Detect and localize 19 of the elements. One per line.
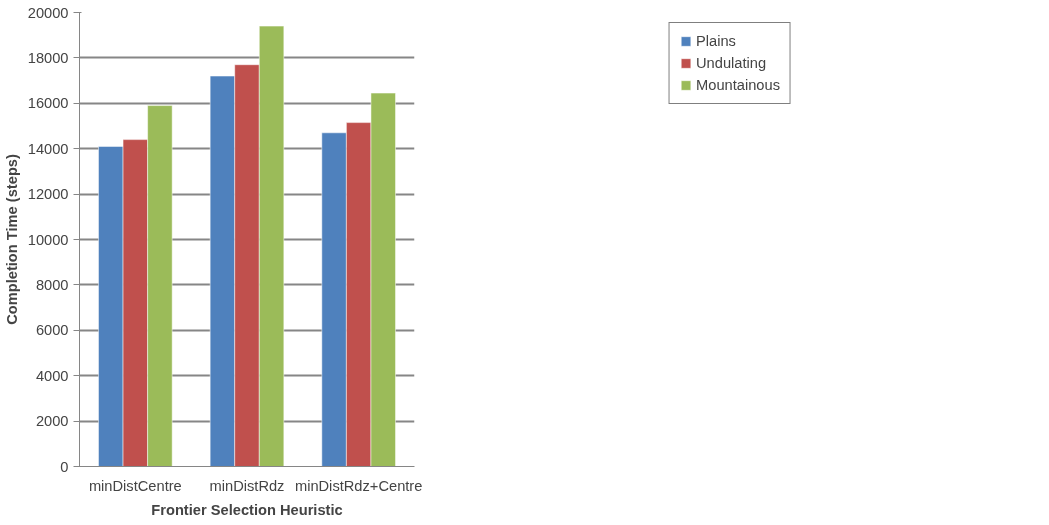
x-tick-label: minDistRdz	[209, 477, 285, 494]
y-tick-label: 4000	[35, 367, 69, 384]
y-tick-label: 16000	[27, 95, 69, 112]
y-tick-label: 0	[60, 458, 69, 475]
legend-label: Plains	[696, 33, 736, 49]
y-tick-label: 8000	[35, 276, 69, 293]
y-tick-label: 18000	[27, 49, 69, 66]
y-tick-label: 10000	[27, 231, 69, 248]
y-tick-label: 6000	[35, 322, 69, 339]
x-axis-title: Frontier Selection Heuristic	[151, 501, 343, 518]
y-tick-label: 14000	[27, 140, 69, 157]
legend-label: Undulating	[696, 55, 767, 71]
x-tick-label: minDistCentre	[88, 477, 182, 494]
y-tick-label: 12000	[27, 186, 69, 203]
x-tick-label: minDistRdz+Centre	[294, 477, 423, 494]
y-axis-title: Completion Time (steps)	[3, 154, 20, 325]
legend-label: Mountainous	[696, 77, 780, 93]
y-tick-label: 2000	[35, 413, 69, 430]
y-tick-label: 20000	[27, 4, 69, 21]
